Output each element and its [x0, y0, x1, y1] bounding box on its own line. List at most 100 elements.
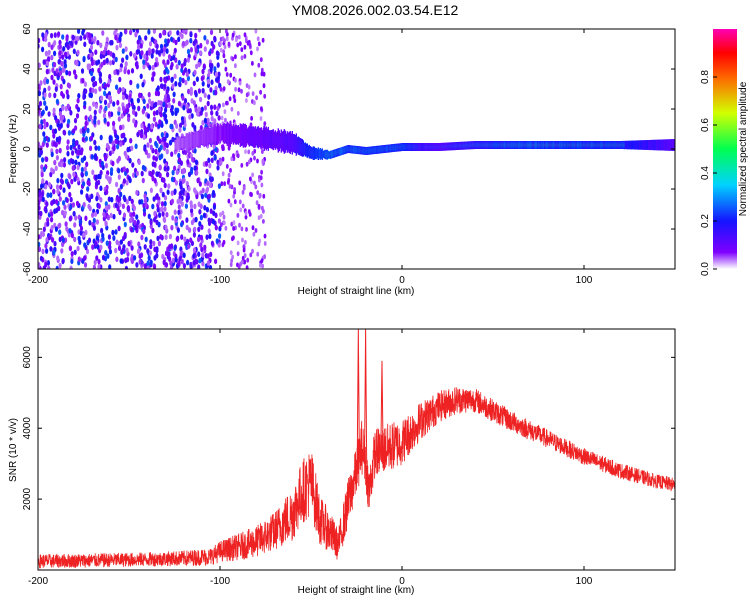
spectrogram-noise-cell	[50, 54, 54, 61]
spectrogram-noise-cell	[218, 233, 222, 239]
spectrogram-noise-cell	[80, 189, 84, 195]
spectrogram-noise-cell	[108, 264, 112, 269]
spectrogram-noise-cell	[54, 165, 58, 172]
spectrogram-noise-cell	[150, 123, 154, 130]
spectrogram-noise-cell	[89, 52, 93, 59]
spectrogram-band-cell	[516, 141, 519, 149]
spectrogram-band-cell	[182, 134, 184, 151]
spectrogram-band-cell	[237, 126, 239, 144]
spectrogram-noise-cell	[100, 95, 104, 102]
spectrogram-band-cell	[270, 130, 272, 149]
spectrogram-band-cell	[478, 141, 481, 149]
spectrogram-noise-cell	[108, 73, 112, 80]
spectrogram-noise-cell	[50, 211, 54, 217]
spectrogram-band-cell	[415, 143, 418, 151]
spectrogram-noise-cell	[60, 248, 64, 254]
spectrogram-band-cell	[243, 124, 245, 148]
spectrogram-noise-cell	[65, 36, 69, 42]
spectrogram-noise-cell	[236, 42, 240, 48]
spectrogram-noise-cell	[124, 153, 128, 160]
spectrogram-noise-cell	[172, 91, 176, 98]
spectrogram-band-cell	[315, 148, 317, 160]
spectrogram-band-cell	[637, 140, 639, 150]
spectrogram-band-cell	[234, 124, 236, 145]
spectrogram-band-cell	[265, 126, 267, 151]
spectrogram-noise-cell	[186, 48, 191, 55]
spectrogram-noise-cell	[177, 152, 181, 159]
spectrogram-band-cell	[373, 146, 376, 155]
spectrogram-band-cell	[523, 141, 526, 149]
spectrogram-band-cell	[185, 133, 187, 151]
spectrogram-band-cell	[550, 141, 553, 149]
spectrogram-noise-cell	[53, 32, 57, 38]
spectrogram-noise-cell	[111, 140, 115, 146]
spectrogram-band-cell	[668, 139, 670, 151]
spectrogram-band-cell	[533, 141, 536, 149]
spectrogram-band-cell	[582, 141, 585, 149]
spectrogram-band-cell	[381, 145, 384, 154]
spectrogram-band-cell	[352, 145, 355, 154]
spectrogram-noise-cell	[215, 238, 219, 244]
spectrogram-noise-cell	[54, 86, 58, 92]
spectrogram-noise-cell	[42, 166, 47, 173]
spectrogram-band-cell	[461, 141, 464, 150]
spectrogram-noise-cell	[117, 88, 121, 95]
spectrogram-band-cell	[503, 141, 506, 149]
spectrogram-band-cell	[634, 140, 636, 150]
spectrogram-noise-cell	[203, 117, 207, 124]
spectrogram-noise-cell	[209, 208, 213, 214]
spectrogram-noise-cell	[208, 264, 213, 269]
spectrogram-band-cell	[288, 131, 290, 153]
spectrogram-noise-cell	[175, 64, 179, 70]
spectrogram-noise-cell	[243, 54, 247, 59]
spectrogram-noise-cell	[210, 110, 214, 116]
spectrogram-noise-cell	[102, 49, 106, 56]
spectrogram-band-cell	[455, 142, 458, 150]
spectrogram-noise-cell	[199, 214, 203, 221]
spectrogram-band-cell	[349, 145, 352, 154]
spectrogram-noise-cell	[69, 110, 73, 116]
spectrogram-band-cell	[348, 145, 351, 154]
spectrogram-band-cell	[299, 138, 301, 156]
spectrogram-band-cell	[599, 141, 602, 149]
spectrogram-noise-cell	[84, 136, 88, 142]
spectrogram-band-cell	[520, 141, 523, 149]
spectrogram-band-cell	[380, 145, 383, 154]
spectrogram-noise-cell	[79, 128, 83, 134]
spectrogram-noise-cell	[157, 199, 161, 206]
spectrogram-band-cell	[387, 144, 390, 153]
spectrogram-noise-cell	[247, 84, 251, 90]
spectrogram-noise-cell	[167, 251, 171, 257]
spectrogram-noise-cell	[135, 214, 139, 220]
spectrogram-noise-cell	[94, 88, 98, 95]
spectrogram-y-tick-label: -60	[22, 261, 33, 276]
spectrogram-noise-cell	[118, 42, 123, 49]
spectrogram-band-cell	[484, 141, 487, 149]
spectrogram-band-cell	[482, 141, 485, 149]
spectrogram-noise-cell	[77, 256, 81, 263]
colorbar-label: Normalized spectral amplitude	[738, 81, 749, 216]
spectrogram-noise-cell	[149, 239, 153, 245]
spectrogram-noise-cell	[192, 232, 196, 238]
spectrogram-band-cell	[353, 145, 356, 154]
spectrogram-noise-cell	[125, 167, 129, 174]
spectrogram-noise-cell	[103, 99, 108, 106]
spectrogram-noise-cell	[154, 148, 158, 155]
spectrogram-noise-cell	[160, 206, 164, 213]
spectrogram-noise-cell	[158, 32, 162, 39]
spectrogram-noise-cell	[186, 259, 190, 266]
spectrogram-band-cell	[541, 141, 544, 149]
spectrogram-noise-cell	[96, 39, 100, 46]
spectrogram-noise-cell	[199, 96, 203, 103]
spectrogram-noise-cell	[87, 237, 92, 244]
spectrogram-noise-cell	[174, 180, 179, 186]
spectrogram-band-cell	[245, 125, 247, 147]
spectrogram-noise-cell	[125, 247, 129, 254]
spectrogram-noise-cell	[164, 234, 168, 240]
spectrogram-noise-cell	[124, 257, 128, 264]
spectrogram-noise-cell	[43, 87, 47, 94]
spectrogram-band-cell	[226, 121, 228, 146]
spectrogram-noise-cell	[52, 198, 56, 205]
spectrogram-noise-cell	[113, 30, 117, 36]
